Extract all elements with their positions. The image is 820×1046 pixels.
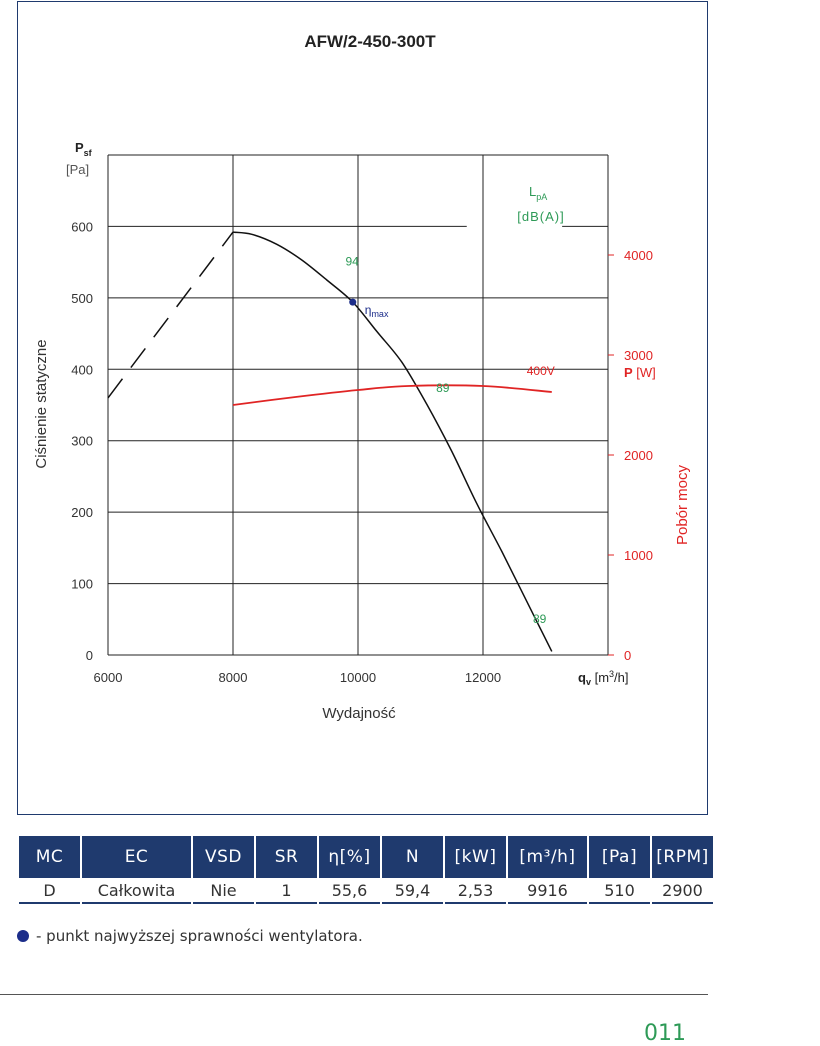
x-tick-label: 10000: [340, 670, 376, 685]
series-line-fan-curve: [232, 231, 553, 652]
sound-level-label: 89: [533, 612, 547, 626]
series-label: 400V: [527, 364, 555, 378]
x-axis-symbol: qv [m3/h]: [578, 669, 629, 687]
legend-note: - punkt najwyższej sprawności wentylator…: [17, 927, 363, 945]
spec-header-row: MC EC VSD SR η[%] N [kW] [m³/h] [Pa] [RP…: [19, 836, 713, 878]
legend-note-text: - punkt najwyższej sprawności wentylator…: [36, 927, 363, 945]
cell-rpm: 2900: [652, 878, 713, 904]
header-ec: EC: [82, 836, 191, 878]
y2-tick-label: 3000: [624, 348, 653, 363]
bottom-divider: [0, 994, 708, 995]
y2-axis-title: Pobór mocy: [674, 464, 691, 545]
header-vsd: VSD: [193, 836, 254, 878]
lpa-unit-label: [dB(A)]: [517, 209, 564, 224]
series-line-stall-extension: [107, 231, 234, 399]
eta-max-label: ηmax: [365, 303, 389, 319]
eta-max-point: [349, 298, 357, 306]
header-n: N: [382, 836, 443, 878]
y-axis-title: Ciśnienie statyczne: [33, 339, 50, 468]
chart-frame: [17, 1, 708, 815]
cell-mc: D: [19, 878, 80, 904]
cell-sr: 1: [256, 878, 317, 904]
y2-tick-label: 4000: [624, 248, 653, 263]
chart-title: AFW/2-450-300T: [304, 32, 436, 51]
y2-axis-symbol: P [W]: [624, 365, 656, 380]
header-kw: [kW]: [445, 836, 506, 878]
x-tick-label: 8000: [219, 670, 248, 685]
cell-n: 59,4: [382, 878, 443, 904]
sound-level-label: 94: [346, 255, 360, 269]
page-number: 011: [644, 1021, 686, 1046]
y2-tick-label: 2000: [624, 448, 653, 463]
series-line-power: [232, 384, 552, 406]
y2-tick-label: 1000: [624, 548, 653, 563]
chart-grid: [107, 154, 614, 656]
x-tick-label: 12000: [465, 670, 501, 685]
y-tick-label: 100: [71, 577, 93, 592]
cell-ec: Całkowita: [82, 878, 191, 904]
y-tick-label: 400: [71, 362, 93, 377]
cell-vsd: Nie: [193, 878, 254, 904]
sound-level-label: 89: [436, 381, 450, 395]
lpa-label: LpA: [529, 184, 547, 202]
spec-table: MC EC VSD SR η[%] N [kW] [m³/h] [Pa] [RP…: [17, 836, 715, 904]
y2-tick-label: 0: [624, 648, 631, 663]
cell-kw: 2,53: [445, 878, 506, 904]
spec-data-row: D Całkowita Nie 1 55,6 59,4 2,53 9916 51…: [19, 878, 713, 904]
header-rpm: [RPM]: [652, 836, 713, 878]
y-tick-label: 500: [71, 291, 93, 306]
header-sr: SR: [256, 836, 317, 878]
x-tick-label: 6000: [94, 670, 123, 685]
cell-eta: 55,6: [319, 878, 380, 904]
y-axis-unit: [Pa]: [66, 162, 89, 177]
chart-curves: [107, 231, 553, 652]
cell-flow: 9916: [508, 878, 587, 904]
eta-max-dot-icon: [17, 930, 29, 942]
cell-pa: 510: [589, 878, 650, 904]
y-axis-symbol: Psf: [75, 140, 93, 158]
y-tick-label: 300: [71, 434, 93, 449]
header-eta: η[%]: [319, 836, 380, 878]
y-tick-label: 0: [86, 648, 93, 663]
header-mc: MC: [19, 836, 80, 878]
header-flow: [m³/h]: [508, 836, 587, 878]
x-axis-title: Wydajność: [322, 705, 396, 722]
y-tick-label: 200: [71, 505, 93, 520]
header-pa: [Pa]: [589, 836, 650, 878]
y-tick-label: 600: [71, 219, 93, 234]
